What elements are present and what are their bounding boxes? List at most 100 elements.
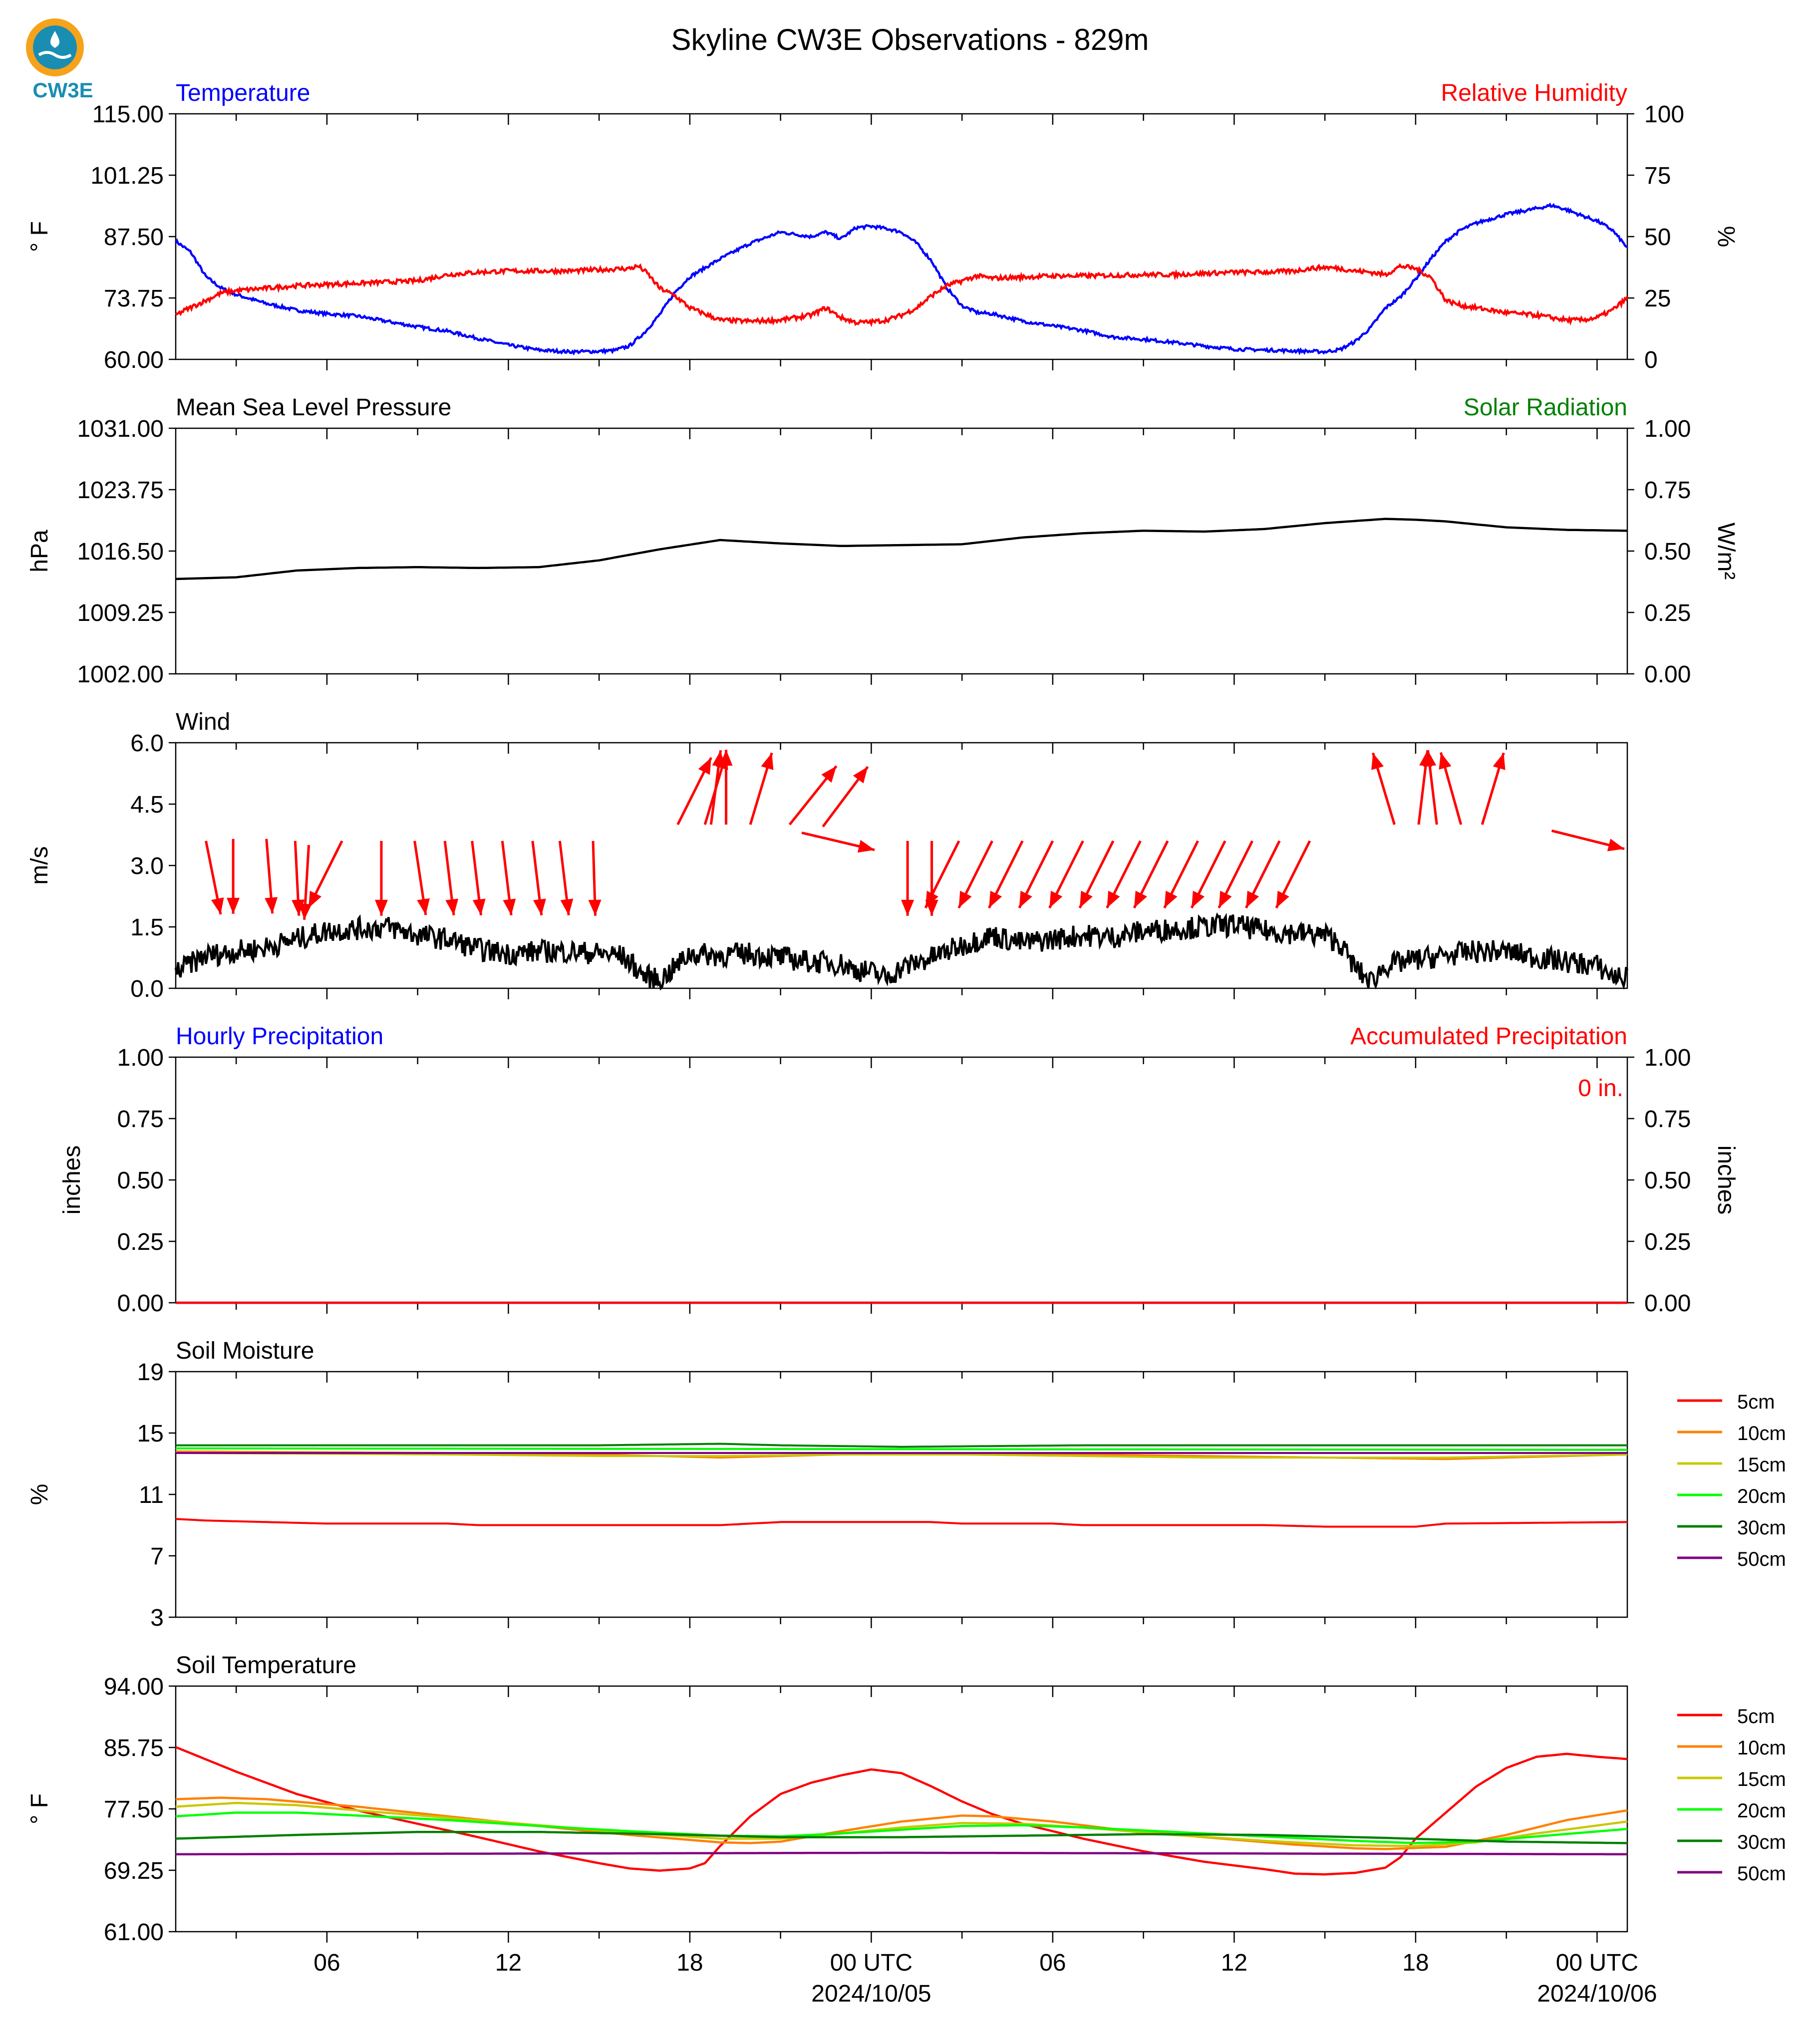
wind-arrow-head [1276, 890, 1289, 908]
wind-arrow-head [821, 766, 837, 783]
panel-title-left: Mean Sea Level Pressure [176, 394, 451, 421]
wind-arrow-head [374, 899, 388, 916]
panel-pressure_solar: 1002.00 1009.25 1016.50 1023.75 1031.00 0.00 0… [26, 394, 1739, 688]
y-tick-label: 0.00 [117, 1290, 164, 1317]
legend-label: 15cm [1737, 1768, 1786, 1790]
y-tick-label: 3.0 [130, 853, 164, 879]
panels: 60.00 73.75 87.50 101.25 115.00 0 25 50 75 100 ° F… [26, 80, 1786, 2007]
cw3e-logo: CW3E [26, 18, 93, 102]
series-line-mean-sea-level-pressure [175, 518, 1628, 580]
legend-label: 30cm [1737, 1831, 1786, 1853]
y-tick-label: 1.5 [130, 914, 164, 941]
legend-label: 30cm [1737, 1517, 1786, 1539]
wind-arrow-head [588, 899, 602, 916]
legend-label: 15cm [1737, 1454, 1786, 1476]
y-tick-label: 0.50 [117, 1167, 164, 1194]
wind-arrow-head [1423, 750, 1437, 767]
y-axis-label-right: % [1713, 226, 1739, 248]
y-tick-label-right: 0 [1644, 347, 1658, 373]
legend-label: 5cm [1737, 1706, 1775, 1728]
y-tick-label-right: 0.00 [1644, 1290, 1691, 1317]
wind-arrow-head [227, 897, 240, 914]
x-tick-label: 06 [313, 1950, 340, 1976]
y-tick-label-right: 1.00 [1644, 416, 1691, 442]
series-line-5cm [175, 1746, 1628, 1876]
x-tick-label: 00 UTC [830, 1950, 912, 1976]
y-tick-label: 19 [137, 1359, 164, 1386]
x-tick-label: 06 [1039, 1950, 1066, 1976]
y-tick-label-right: 0.75 [1644, 477, 1691, 504]
wind-arrow-head [1607, 839, 1625, 852]
wind-arrow-head [1080, 890, 1093, 908]
panel-title-right: Accumulated Precipitation [1350, 1023, 1627, 1050]
logo-text: CW3E [32, 78, 93, 102]
panel-wind: 0.0 1.5 3.0 4.5 6.0 m/s Wind [26, 709, 1629, 1002]
y-tick-label: 3 [150, 1605, 164, 1631]
y-axis-label: inches [59, 1146, 85, 1215]
y-tick-label: 1016.50 [77, 539, 164, 565]
y-axis-label: m/s [26, 846, 53, 884]
y-tick-label-right: 0.50 [1644, 539, 1691, 565]
panel-title-right: Solar Radiation [1464, 394, 1627, 421]
y-tick-label-right: 0.50 [1644, 1167, 1691, 1194]
legend-label: 10cm [1737, 1737, 1786, 1759]
wind-arrow-head [265, 897, 278, 914]
y-tick-label: 101.25 [90, 163, 164, 189]
wind-arrow-head [925, 890, 938, 908]
y-tick-label: 1009.25 [77, 600, 164, 626]
wind-arrow-head [958, 890, 972, 908]
y-axis-label: ° F [26, 1793, 53, 1824]
legend-label: 50cm [1737, 1863, 1786, 1885]
accumulated-total-label: 0 in. [1578, 1075, 1623, 1102]
wind-arrow-head [1439, 752, 1452, 770]
y-tick-label-right: 1.00 [1644, 1045, 1691, 1071]
wind-arrow-head [417, 898, 430, 915]
series-line-15cm [175, 1801, 1628, 1847]
series-line-5cm [175, 1518, 1628, 1528]
wind-arrow-head [1049, 890, 1063, 908]
wind-arrow-head [560, 898, 574, 915]
series-line-wind [174, 912, 1629, 991]
legend-label: 5cm [1737, 1391, 1775, 1413]
panel-title-left: Temperature [176, 80, 310, 106]
y-tick-label: 4.5 [130, 792, 164, 818]
page-title: Skyline CW3E Observations - 829m [671, 23, 1149, 56]
wind-arrow-head [1164, 890, 1178, 908]
series-line-relative-humidity [175, 263, 1629, 327]
y-axis-label-right: inches [1713, 1146, 1739, 1215]
y-tick-label: 15 [137, 1421, 164, 1447]
y-tick-label: 7 [150, 1543, 164, 1570]
y-tick-label: 115.00 [92, 101, 164, 128]
y-tick-label: 94.00 [104, 1674, 164, 1700]
series-line-20cm [176, 1447, 1627, 1451]
y-tick-label-right: 75 [1644, 163, 1671, 189]
wind-arrow-head [853, 767, 868, 784]
y-tick-label: 77.50 [104, 1796, 164, 1823]
wind-arrow-head [503, 898, 516, 915]
y-tick-label: 6.0 [130, 730, 164, 757]
y-tick-label: 1023.75 [77, 477, 164, 504]
y-tick-label-right: 100 [1644, 101, 1684, 128]
wind-arrow-head [445, 898, 459, 915]
legend-label: 10cm [1737, 1423, 1786, 1445]
panel-precip: 0.00 0.25 0.50 0.75 1.00 0.00 0.25 0.50 0.75 1.00… [59, 1023, 1739, 1317]
wind-arrow-head [901, 899, 914, 916]
x-tick-label: 00 UTC [1556, 1950, 1638, 1976]
y-tick-label: 11 [139, 1482, 164, 1508]
wind-arrow-head [1493, 753, 1506, 770]
series-line-50cm [176, 1851, 1627, 1856]
series-line-30cm [175, 1830, 1628, 1844]
x-date-label: 2024/10/06 [1537, 1981, 1657, 2007]
series-line-30cm [176, 1443, 1627, 1448]
x-tick-label: 18 [1402, 1950, 1429, 1976]
x-tick-label: 12 [1221, 1950, 1247, 1976]
wind-arrow-head [857, 840, 875, 853]
y-axis-label: ° F [26, 221, 53, 252]
x-date-label: 2024/10/05 [811, 1981, 931, 2007]
y-tick-label: 87.50 [104, 224, 164, 251]
panel-soil_temp: 61.00 69.25 77.50 85.75 94.00 ° F Soil Tempera… [26, 1652, 1786, 2007]
legend-label: 20cm [1737, 1485, 1786, 1507]
y-tick-label: 1031.00 [77, 416, 164, 442]
wind-arrow-head [533, 898, 546, 915]
